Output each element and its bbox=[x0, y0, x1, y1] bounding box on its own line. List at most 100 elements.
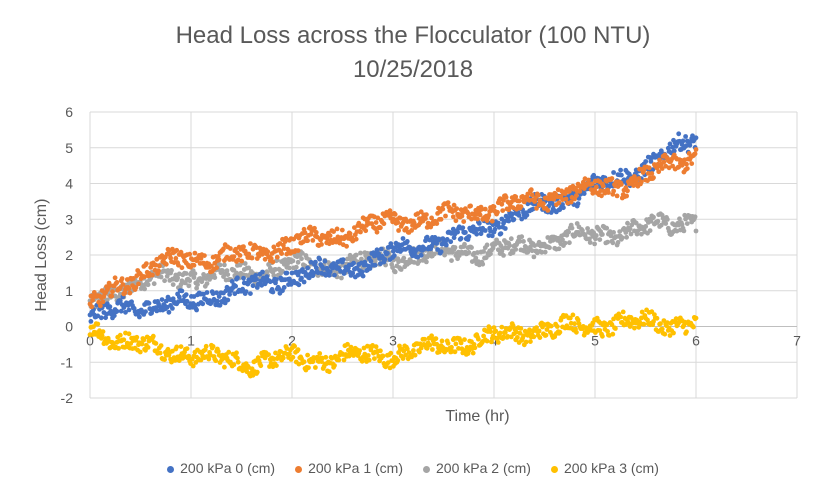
data-point bbox=[289, 270, 295, 276]
legend-marker bbox=[295, 465, 303, 473]
data-point bbox=[274, 363, 279, 368]
data-point bbox=[615, 240, 621, 245]
data-point bbox=[657, 157, 662, 163]
data-point bbox=[331, 229, 336, 235]
data-point bbox=[605, 239, 610, 245]
legend-item: 200 kPa 3 (cm) bbox=[550, 460, 659, 476]
data-point bbox=[126, 307, 132, 313]
data-point bbox=[142, 286, 148, 292]
data-point bbox=[179, 288, 185, 294]
data-point bbox=[262, 256, 268, 262]
data-point bbox=[273, 267, 278, 272]
data-point bbox=[523, 339, 529, 345]
data-point bbox=[577, 189, 583, 194]
data-point bbox=[510, 323, 516, 328]
data-point bbox=[502, 226, 508, 231]
data-point bbox=[114, 280, 120, 285]
data-point bbox=[563, 196, 569, 202]
data-point bbox=[339, 227, 345, 233]
data-point bbox=[648, 159, 654, 164]
data-point bbox=[469, 245, 474, 251]
data-point bbox=[529, 192, 535, 198]
data-point bbox=[200, 301, 206, 307]
data-point bbox=[639, 309, 645, 315]
data-point bbox=[484, 242, 490, 248]
data-point bbox=[119, 276, 125, 281]
data-point bbox=[360, 273, 366, 279]
data-point bbox=[358, 250, 363, 256]
data-point bbox=[566, 229, 571, 235]
data-point bbox=[385, 360, 391, 365]
data-point bbox=[233, 283, 239, 289]
data-point bbox=[246, 265, 252, 271]
data-point bbox=[327, 233, 333, 239]
x-tick-label: 1 bbox=[187, 333, 195, 349]
data-point bbox=[114, 308, 120, 314]
data-point bbox=[216, 257, 222, 263]
data-point bbox=[319, 242, 324, 247]
data-point bbox=[570, 312, 576, 318]
data-point bbox=[667, 333, 673, 338]
data-point bbox=[169, 268, 174, 273]
data-point bbox=[224, 268, 230, 274]
data-point bbox=[299, 275, 304, 281]
data-point bbox=[317, 256, 323, 262]
data-point bbox=[501, 253, 506, 258]
legend-label: 200 kPa 0 (cm) bbox=[180, 460, 276, 476]
data-point bbox=[528, 187, 534, 193]
data-point bbox=[376, 251, 382, 257]
data-point bbox=[184, 346, 190, 351]
data-point bbox=[146, 300, 152, 306]
data-point bbox=[495, 340, 501, 345]
data-point bbox=[488, 251, 493, 257]
data-point bbox=[536, 328, 542, 334]
data-point bbox=[517, 238, 523, 244]
data-point bbox=[502, 330, 508, 335]
data-point bbox=[157, 350, 163, 356]
data-point bbox=[613, 326, 618, 331]
data-point bbox=[440, 206, 446, 212]
data-point bbox=[274, 277, 279, 282]
data-point bbox=[168, 255, 174, 261]
data-point bbox=[639, 315, 644, 321]
data-point bbox=[587, 240, 593, 245]
data-point bbox=[417, 349, 422, 355]
data-point bbox=[296, 282, 302, 288]
data-point bbox=[117, 285, 123, 291]
data-point bbox=[662, 331, 668, 337]
series-0 bbox=[87, 131, 699, 324]
data-point bbox=[481, 333, 486, 339]
data-point bbox=[143, 309, 148, 314]
data-point bbox=[162, 278, 168, 284]
data-point bbox=[587, 236, 592, 242]
data-point bbox=[599, 193, 604, 199]
data-point bbox=[632, 228, 637, 234]
data-point bbox=[260, 269, 265, 275]
data-point bbox=[453, 218, 459, 224]
data-point bbox=[222, 364, 227, 370]
data-point bbox=[234, 350, 239, 356]
data-point bbox=[217, 262, 223, 268]
data-point bbox=[318, 237, 323, 243]
data-point bbox=[541, 322, 547, 327]
data-point bbox=[344, 243, 349, 249]
data-point bbox=[663, 221, 669, 226]
data-point bbox=[221, 246, 226, 252]
series-3 bbox=[87, 307, 699, 379]
data-point bbox=[250, 283, 256, 289]
data-point bbox=[562, 191, 568, 197]
data-point bbox=[374, 247, 380, 253]
data-point bbox=[445, 200, 451, 206]
data-point bbox=[519, 216, 525, 222]
data-point bbox=[372, 356, 377, 361]
data-point bbox=[241, 244, 246, 250]
data-point bbox=[340, 257, 346, 263]
data-point bbox=[693, 135, 699, 141]
data-point bbox=[353, 252, 359, 258]
data-point bbox=[656, 169, 662, 175]
y-tick-label: 1 bbox=[65, 283, 73, 299]
data-point bbox=[126, 286, 132, 291]
data-point bbox=[400, 356, 406, 361]
data-point bbox=[151, 281, 157, 287]
